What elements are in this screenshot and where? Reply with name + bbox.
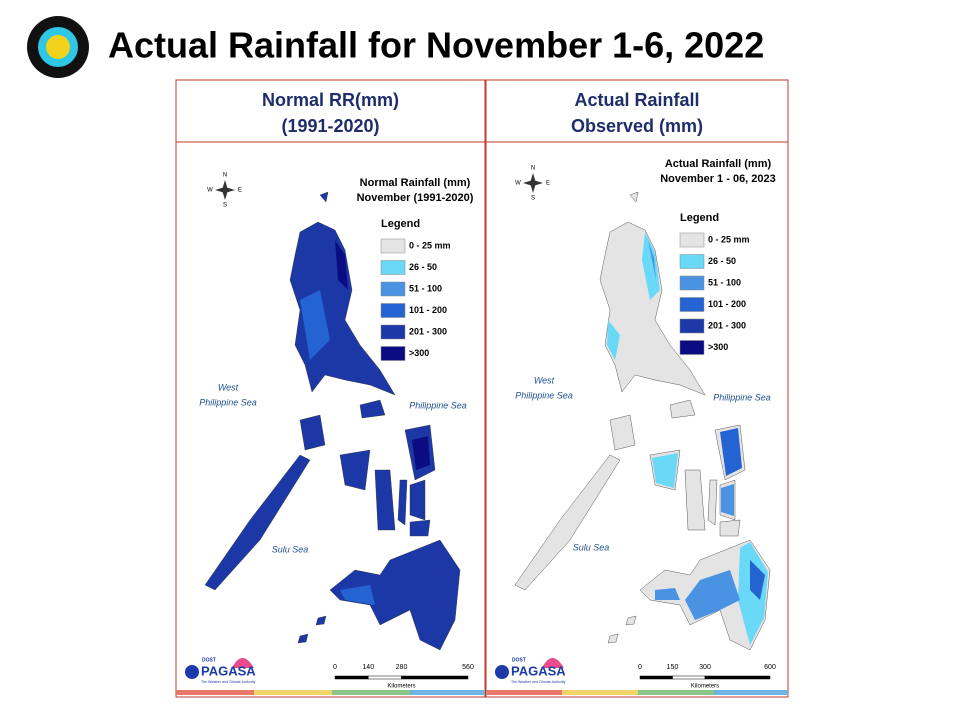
legend-swatch	[380, 281, 406, 297]
logo-umbrella	[232, 658, 254, 668]
agency-seal	[27, 16, 89, 78]
map-title: Actual Rainfall (mm)	[665, 158, 772, 170]
legend-swatch	[679, 318, 705, 334]
legend-swatch	[380, 260, 406, 275]
scale-segment	[704, 675, 771, 680]
compass-w: W	[515, 181, 521, 187]
legend-title: Legend	[680, 212, 719, 224]
scale-segment	[334, 675, 369, 680]
sea-label: Philippine Sea	[515, 390, 573, 400]
logo-tagline: The Weather and Climate Authority	[511, 680, 566, 684]
legend-swatch	[679, 254, 705, 269]
logo-mark	[495, 665, 509, 679]
panel-header: Normal RR(mm)	[262, 90, 399, 110]
panel-frame	[175, 79, 486, 698]
footer-strip	[176, 690, 788, 695]
scale-label: 560	[462, 664, 474, 671]
legend-label: 101 - 200	[708, 299, 746, 309]
legend-label: 51 - 100	[409, 283, 442, 293]
sea-label: Sulu Sea	[272, 544, 309, 554]
scale-segment	[672, 675, 706, 680]
legend-label: >300	[409, 348, 429, 358]
scale-label: 150	[667, 664, 679, 671]
scale-label: 0	[638, 664, 642, 671]
scale-label: 300	[699, 664, 711, 671]
compass-rose	[215, 180, 235, 200]
compass-e: E	[546, 181, 550, 187]
compass-n: N	[223, 173, 227, 179]
sea-label: Sulu Sea	[573, 542, 610, 552]
legend-label: 26 - 50	[409, 262, 437, 272]
legend-swatch	[380, 346, 406, 361]
sea-label: Philippine Sea	[713, 392, 771, 402]
compass-s: S	[223, 203, 227, 209]
panel-frame	[485, 79, 789, 698]
legend-label: 101 - 200	[409, 305, 447, 315]
panel-header: Actual Rainfall	[574, 90, 699, 110]
legend-label: 201 - 300	[409, 326, 447, 336]
map-normal	[204, 191, 461, 651]
scale-unit: Kilometers	[691, 684, 719, 690]
scale-segment	[639, 675, 673, 680]
logo-tagline: The Weather and Climate Authority	[201, 680, 256, 684]
map-normal-shading	[300, 240, 430, 605]
logo-org: DOST	[202, 657, 216, 663]
legend-swatch	[380, 303, 406, 318]
map-actual-shading	[607, 232, 768, 645]
scale-segment	[368, 675, 402, 680]
scale-unit: Kilometers	[387, 684, 415, 690]
legend-swatch	[679, 340, 705, 355]
map-title: November (1991-2020)	[357, 192, 474, 204]
compass-w: W	[207, 188, 213, 194]
legend-swatch	[380, 324, 406, 340]
legend-title: Legend	[381, 218, 420, 230]
logo-mark	[185, 665, 199, 679]
compass-e: E	[238, 188, 242, 194]
legend-label: >300	[708, 342, 728, 352]
scale-segment	[401, 675, 469, 680]
legend-swatch	[679, 297, 705, 312]
sea-label: Philippine Sea	[199, 397, 257, 407]
compass-s: S	[531, 196, 535, 202]
scale-label: 0	[333, 664, 337, 671]
map-title: November 1 - 06, 2023	[660, 173, 776, 185]
logo-name: PAGASA	[201, 663, 256, 678]
legend-label: 51 - 100	[708, 277, 741, 287]
logo-org: DOST	[512, 657, 526, 663]
legend-swatch	[380, 238, 406, 254]
legend-label: 26 - 50	[708, 256, 736, 266]
sea-label: West	[534, 375, 555, 385]
sea-label: Philippine Sea	[409, 400, 467, 410]
scale-label: 140	[362, 664, 374, 671]
legend-label: 0 - 25 mm	[708, 234, 750, 244]
legend-swatch	[679, 232, 705, 248]
panel-header: (1991-2020)	[281, 116, 379, 136]
sea-label: West	[218, 382, 239, 392]
slide-title: Actual Rainfall for November 1-6, 2022	[108, 25, 764, 66]
scale-label: 600	[764, 664, 776, 671]
logo-umbrella	[542, 658, 564, 668]
legend-label: 201 - 300	[708, 320, 746, 330]
compass-rose	[523, 173, 543, 193]
panel-header: Observed (mm)	[571, 116, 703, 136]
map-title: Normal Rainfall (mm)	[360, 177, 471, 189]
legend-label: 0 - 25 mm	[409, 240, 451, 250]
legend-swatch	[679, 275, 705, 291]
scale-label: 280	[396, 664, 408, 671]
compass-n: N	[531, 166, 535, 172]
logo-name: PAGASA	[511, 663, 566, 678]
